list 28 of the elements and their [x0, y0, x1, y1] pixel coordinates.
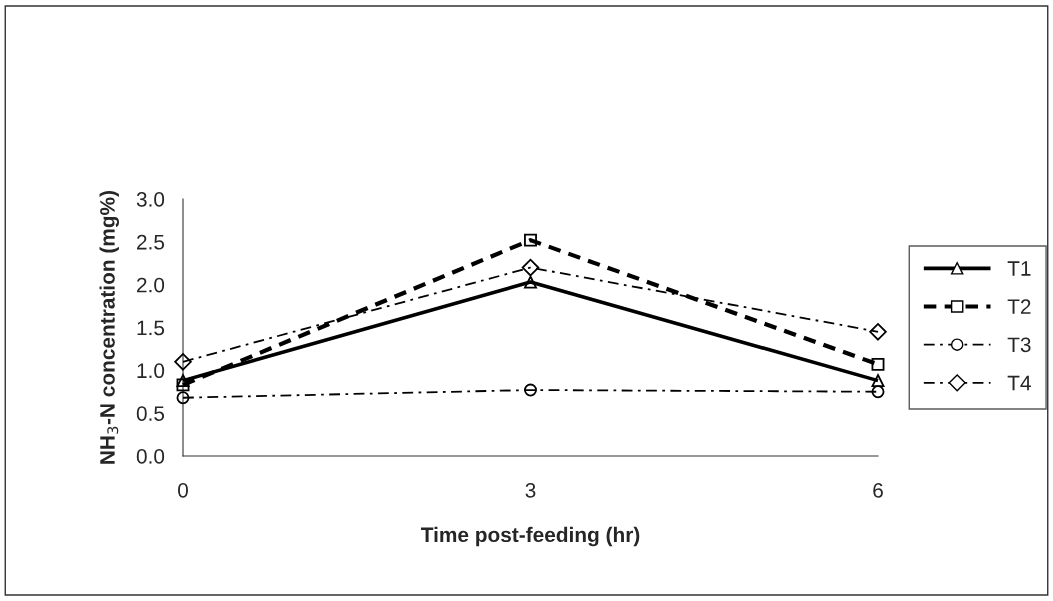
point	[176, 378, 190, 392]
x-tick-label: 6	[873, 482, 883, 498]
point	[174, 353, 192, 371]
y-tick-label: 0.5	[136, 406, 165, 421]
point	[176, 391, 190, 405]
legend-label: T3	[1007, 337, 1031, 353]
point	[871, 357, 885, 371]
y-tick-label: 1.5	[137, 320, 165, 336]
legend-label: T1	[1007, 261, 1031, 276]
point	[871, 374, 885, 388]
x-tick-label: 0	[178, 482, 188, 498]
x-axis-title: Time post-feeding (hr)	[420, 526, 640, 547]
y-tick-label: 3.0	[136, 192, 165, 207]
point	[176, 374, 190, 388]
y-tick-label: 2.0	[137, 277, 165, 293]
point	[524, 383, 537, 397]
y-tick-label: 2.5	[137, 234, 165, 250]
point	[869, 323, 887, 341]
point	[521, 258, 540, 277]
legend-label: T4	[1007, 375, 1031, 391]
legend-label: T2	[1007, 299, 1031, 314]
point	[871, 385, 885, 399]
point	[524, 275, 537, 289]
y-axis-title: NH$_{3}$-N concentration (mg%)	[99, 191, 120, 464]
x-tick-label: 3	[525, 482, 536, 498]
y-tick-label: 0.0	[136, 449, 165, 464]
y-tick-label: 1.0	[137, 363, 165, 379]
point	[524, 233, 537, 247]
